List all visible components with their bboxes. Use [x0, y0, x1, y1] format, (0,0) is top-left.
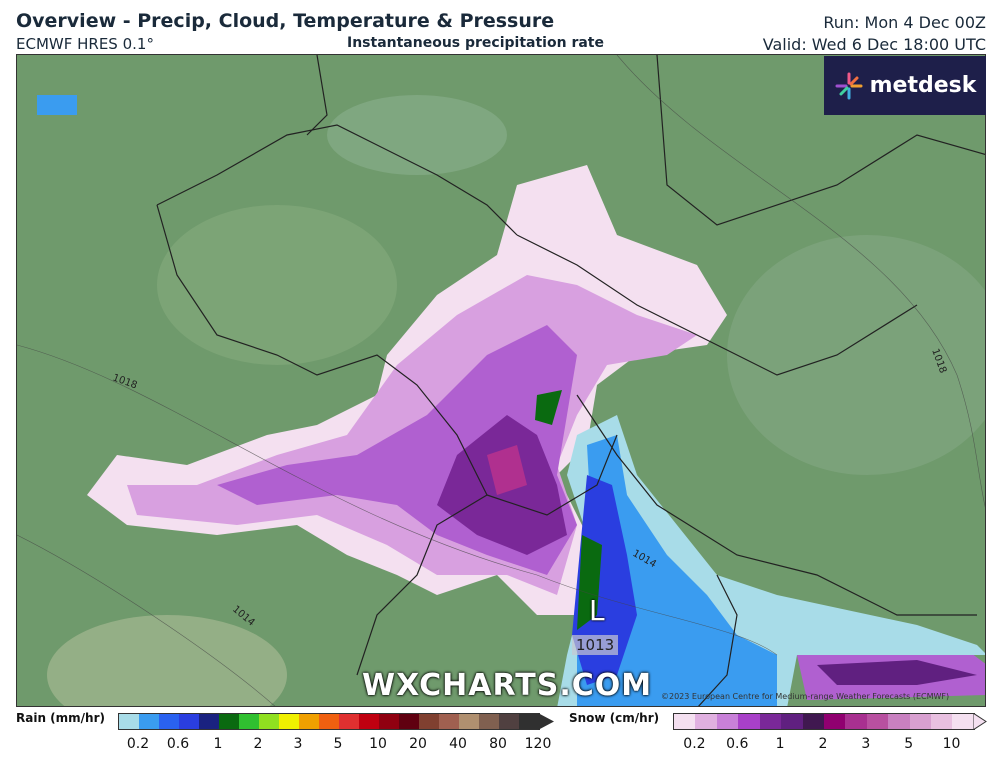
legend-tick: 5 — [333, 736, 343, 752]
map-canvas: 1018 1018 1014 1014 — [17, 55, 985, 706]
copyright: ©2023 European Centre for Medium-range W… — [661, 692, 950, 701]
country-borders — [156, 55, 985, 706]
legend-tick: 10 — [942, 736, 961, 752]
color-swatch — [845, 714, 867, 729]
color-swatch — [359, 714, 379, 729]
color-swatch — [479, 714, 499, 729]
color-swatch — [339, 714, 359, 729]
weather-map[interactable]: 1018 1018 1014 1014 — [16, 54, 986, 707]
color-swatch — [399, 714, 419, 729]
color-swatch — [909, 714, 932, 729]
legend-tick: 40 — [449, 736, 467, 752]
color-swatch — [888, 714, 910, 729]
color-swatch — [199, 714, 219, 729]
color-swatch — [499, 714, 519, 729]
color-swatch — [952, 714, 974, 729]
legend-tick: 120 — [524, 736, 552, 752]
logo-icon — [835, 72, 863, 99]
color-swatch — [379, 714, 399, 729]
snow-legend-label: Snow (cm/hr) — [569, 711, 660, 725]
legend-tick: 80 — [489, 736, 507, 752]
legend-tick: 3 — [861, 736, 871, 752]
rain-colorbar — [118, 713, 540, 730]
logo-text: metdesk — [869, 73, 977, 98]
model-name: ECMWF HRES 0.1° — [16, 35, 154, 53]
color-swatch — [459, 714, 479, 729]
color-swatch — [781, 714, 803, 729]
legend-tick: 0.6 — [726, 736, 749, 752]
low-pressure-value: 1013 — [572, 635, 619, 655]
color-swatch — [239, 714, 259, 729]
color-swatch — [738, 714, 760, 729]
run-time: Run: Mon 4 Dec 00Z — [823, 13, 986, 32]
color-swatch — [119, 714, 139, 729]
chart-title: Overview - Precip, Cloud, Temperature & … — [16, 10, 555, 32]
color-swatch — [319, 714, 339, 729]
color-swatch — [179, 714, 199, 729]
color-swatch — [802, 714, 824, 729]
color-swatch — [259, 714, 279, 729]
color-swatch — [439, 714, 459, 729]
color-swatch — [519, 714, 539, 729]
low-pressure-marker: L — [589, 594, 605, 627]
snow-colorbar — [673, 713, 975, 730]
color-swatch — [299, 714, 319, 729]
legend-tick: 0.2 — [683, 736, 706, 752]
color-swatch — [866, 714, 889, 729]
color-swatch — [419, 714, 439, 729]
color-swatch — [759, 714, 782, 729]
legend-tick: 1 — [775, 736, 785, 752]
legend-tick: 1 — [213, 736, 223, 752]
terrain-shading — [47, 95, 985, 706]
valid-time: Valid: Wed 6 Dec 18:00 UTC — [762, 35, 986, 54]
legend-tick: 2 — [818, 736, 828, 752]
chart-subtitle: Instantaneous precipitation rate — [347, 35, 604, 51]
legend-tick: 0.6 — [166, 736, 190, 752]
color-swatch — [159, 714, 179, 729]
legend-tick: 2 — [253, 736, 263, 752]
rain-area — [37, 95, 985, 706]
color-swatch — [139, 714, 159, 729]
color-swatch — [279, 714, 299, 729]
metdesk-logo: metdesk — [824, 56, 986, 115]
color-swatch — [674, 714, 696, 729]
color-swatch — [716, 714, 739, 729]
snow-area — [87, 165, 985, 700]
color-swatch — [219, 714, 239, 729]
color-swatch — [823, 714, 846, 729]
rain-legend-label: Rain (mm/hr) — [16, 711, 105, 725]
legend-tick: 0.2 — [126, 736, 150, 752]
isobars — [17, 55, 985, 706]
legend-tick: 10 — [369, 736, 387, 752]
rain-colorbar-arrow — [538, 713, 554, 730]
color-swatch — [931, 714, 953, 729]
legend-tick: 20 — [409, 736, 427, 752]
color-swatch — [695, 714, 717, 729]
snow-colorbar-arrow — [973, 713, 987, 730]
legend-tick: 3 — [293, 736, 303, 752]
watermark: WXCHARTS.COM — [362, 668, 653, 703]
legend-tick: 5 — [904, 736, 914, 752]
